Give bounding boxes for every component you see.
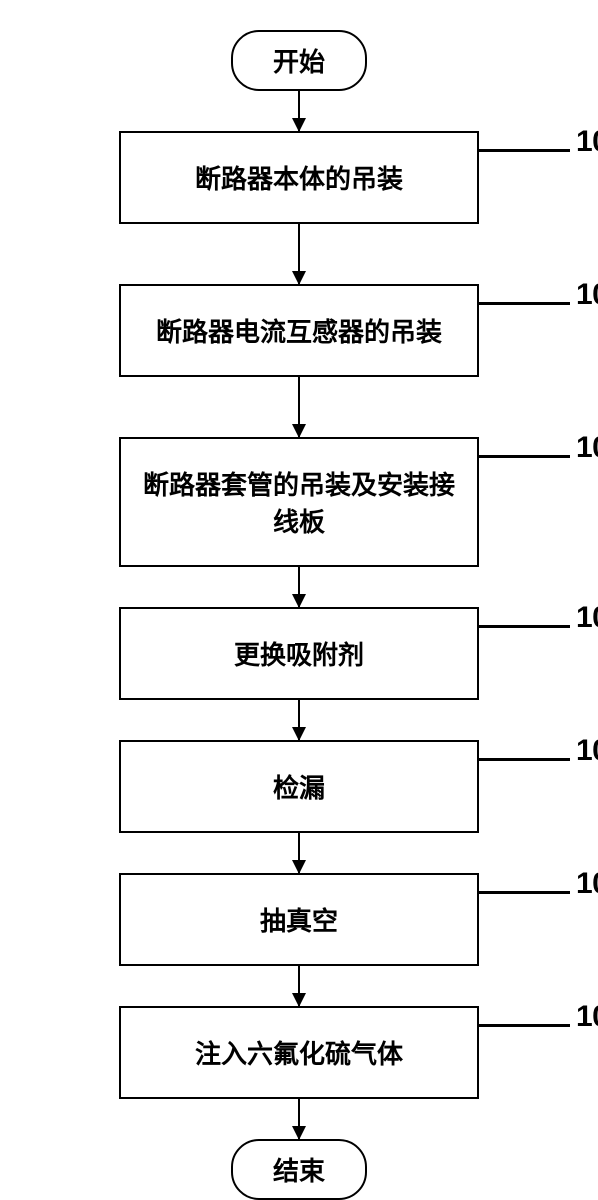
process-step-3: 断路器套管的吊装及安装接线板 103 bbox=[119, 437, 479, 567]
process-label: 断路器本体的吊装 bbox=[195, 165, 403, 194]
ref-label: 103 bbox=[576, 431, 598, 465]
arrow bbox=[298, 567, 301, 607]
arrow bbox=[298, 833, 301, 873]
process-step-6: 抽真空 106 bbox=[119, 873, 479, 966]
process-step-1: 断路器本体的吊装 101 bbox=[119, 131, 479, 224]
arrow bbox=[298, 1099, 301, 1139]
ref-line bbox=[477, 758, 570, 761]
ref-label: 102 bbox=[576, 278, 598, 312]
process-label: 抽真空 bbox=[260, 907, 338, 936]
ref-label: 106 bbox=[576, 867, 598, 901]
ref-line bbox=[477, 302, 570, 305]
process-step-2: 断路器电流互感器的吊装 102 bbox=[119, 284, 479, 377]
ref-line bbox=[477, 891, 570, 894]
process-label: 断路器套管的吊装及安装接线板 bbox=[143, 471, 455, 537]
process-label: 注入六氟化硫气体 bbox=[195, 1040, 403, 1069]
arrow bbox=[298, 224, 301, 284]
arrow bbox=[298, 91, 301, 131]
ref-label: 101 bbox=[576, 125, 598, 159]
terminal-start: 开始 bbox=[231, 30, 367, 91]
process-step-5: 检漏 105 bbox=[119, 740, 479, 833]
ref-label: 107 bbox=[576, 1000, 598, 1034]
ref-line bbox=[477, 625, 570, 628]
process-step-7: 注入六氟化硫气体 107 bbox=[119, 1006, 479, 1099]
ref-line bbox=[477, 149, 570, 152]
ref-line bbox=[477, 455, 570, 458]
arrow bbox=[298, 966, 301, 1006]
arrow bbox=[298, 377, 301, 437]
process-step-4: 更换吸附剂 104 bbox=[119, 607, 479, 700]
arrow bbox=[298, 700, 301, 740]
flowchart-container: 开始 断路器本体的吊装 101 断路器电流互感器的吊装 102 断路器套管的吊装… bbox=[0, 30, 598, 1200]
process-label: 检漏 bbox=[273, 774, 325, 803]
ref-label: 104 bbox=[576, 601, 598, 635]
ref-line bbox=[477, 1024, 570, 1027]
process-label: 更换吸附剂 bbox=[234, 641, 364, 670]
terminal-end: 结束 bbox=[231, 1139, 367, 1200]
ref-label: 105 bbox=[576, 734, 598, 768]
process-label: 断路器电流互感器的吊装 bbox=[156, 318, 442, 347]
